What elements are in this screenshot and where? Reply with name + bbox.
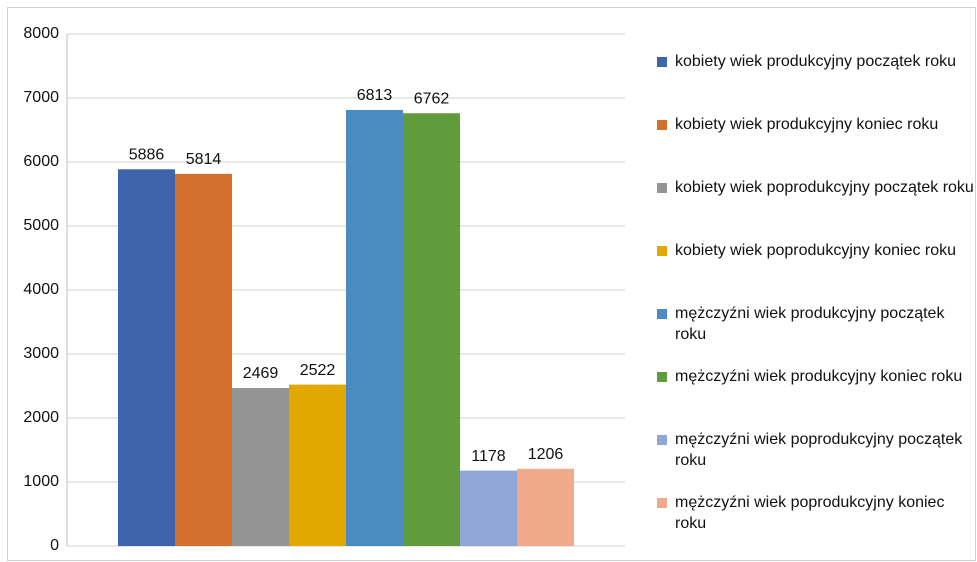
legend-item: kobiety wiek poprodukcyjny koniec roku — [657, 240, 975, 303]
data-label: 5886 — [129, 147, 165, 164]
legend-marker — [657, 309, 667, 319]
bar — [118, 169, 175, 546]
y-tick-label: 7000 — [23, 89, 59, 106]
legend-label: kobiety wiek poprodukcyjny koniec roku — [675, 242, 957, 259]
y-tick-label: 3000 — [23, 345, 59, 362]
data-label: 6762 — [414, 90, 450, 107]
legend-item: kobiety wiek produkcyjny początek roku — [657, 51, 975, 114]
legend-label: kobiety wiek produkcyjny koniec roku — [675, 116, 939, 133]
legend-marker — [657, 246, 667, 256]
data-label: 2522 — [300, 362, 336, 379]
legend-label: mężczyźni wiek produkcyjny początek roku — [675, 305, 945, 343]
legend-item: mężczyźni wiek produkcyjny początek roku — [657, 303, 975, 366]
legend-item: kobiety wiek produkcyjny koniec roku — [657, 114, 975, 177]
y-tick-label: 8000 — [23, 25, 59, 42]
y-tick-label: 1000 — [23, 473, 59, 490]
legend-label: kobiety wiek produkcyjny początek roku — [675, 53, 957, 70]
data-label: 5814 — [186, 151, 222, 168]
legend-marker — [657, 372, 667, 382]
legend-item: mężczyźni wiek poprodukcyjny początek ro… — [657, 429, 975, 492]
legend-label: mężczyźni wiek poprodukcyjny koniec roku — [675, 494, 945, 532]
data-label: 1206 — [528, 446, 564, 463]
bar — [289, 384, 346, 546]
legend-marker — [657, 435, 667, 445]
legend-item: mężczyźni wiek poprodukcyjny koniec roku — [657, 492, 975, 555]
bar — [403, 113, 460, 547]
y-tick-label: 5000 — [23, 217, 59, 234]
legend-marker — [657, 120, 667, 130]
legend-marker — [657, 57, 667, 67]
legend-item: kobiety wiek poprodukcyjny początek roku — [657, 177, 975, 240]
legend-label: mężczyźni wiek poprodukcyjny początek ro… — [675, 431, 963, 469]
bar — [517, 468, 574, 546]
legend-marker — [657, 183, 667, 193]
y-tick-label: 6000 — [23, 153, 59, 170]
data-label: 6813 — [357, 87, 393, 104]
y-tick-label: 0 — [50, 537, 59, 554]
legend-marker — [657, 498, 667, 508]
data-label: 2469 — [243, 365, 279, 382]
y-tick-label: 2000 — [23, 409, 59, 426]
legend-item: mężczyźni wiek produkcyjny koniec roku — [657, 366, 975, 429]
chart-border — [7, 7, 976, 561]
legend: kobiety wiek produkcyjny początek roku ko… — [657, 51, 975, 555]
legend-label: kobiety wiek poprodukcyjny początek roku — [675, 179, 974, 196]
legend-label: mężczyźni wiek produkcyjny koniec roku — [675, 368, 963, 385]
bar — [232, 387, 289, 546]
bar — [175, 173, 232, 547]
bar — [346, 109, 403, 546]
data-label: 1178 — [471, 448, 506, 465]
y-tick-label: 4000 — [23, 281, 59, 298]
bar — [460, 470, 517, 546]
